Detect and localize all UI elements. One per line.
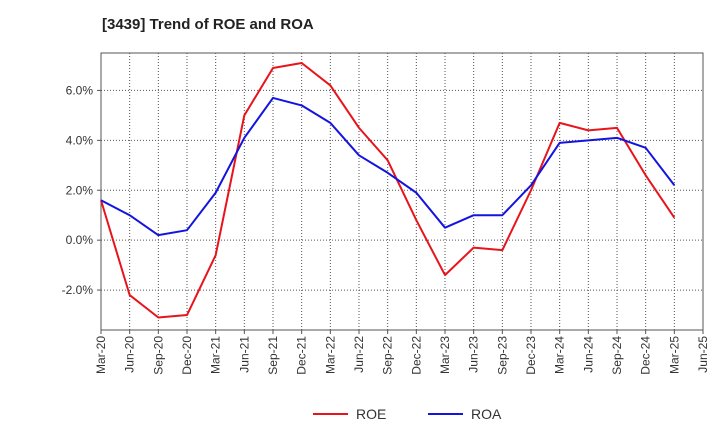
x-tick-label: Jun-22 <box>352 336 366 373</box>
x-tick-label: Jun-23 <box>467 336 481 373</box>
legend-label-roa: ROA <box>471 406 502 422</box>
x-tick-label: Jun-20 <box>123 336 137 373</box>
y-tick-label: 6.0% <box>66 83 94 97</box>
chart-title: [3439] Trend of ROE and ROA <box>102 16 314 33</box>
legend-label-roe: ROE <box>356 406 386 422</box>
x-tick-label: Sep-21 <box>266 336 280 375</box>
x-tick-label: Mar-25 <box>667 336 681 374</box>
x-tick-label: Dec-21 <box>295 336 309 375</box>
plot-frame <box>100 52 704 331</box>
x-tick-label: Mar-23 <box>438 336 452 374</box>
x-tick-label: Jun-25 <box>696 336 710 373</box>
x-tick-label: Jun-24 <box>581 336 595 373</box>
x-tick-label: Mar-21 <box>209 336 223 374</box>
x-tick-label: Dec-20 <box>180 336 194 375</box>
y-tick-label: 4.0% <box>66 133 94 147</box>
x-tick-label: Mar-24 <box>553 336 567 374</box>
x-tick-label: Sep-24 <box>610 336 624 375</box>
y-tick-label: 0.0% <box>66 233 94 247</box>
x-tick-label: Mar-22 <box>323 336 337 374</box>
x-tick-label: Jun-21 <box>237 336 251 373</box>
x-tick-label: Dec-24 <box>639 336 653 375</box>
x-tick-label: Dec-23 <box>524 336 538 375</box>
y-tick-label: -2.0% <box>62 283 94 297</box>
x-tick-label: Sep-20 <box>151 336 165 375</box>
x-tick-label: Dec-22 <box>409 336 423 375</box>
y-tick-label: 2.0% <box>66 183 94 197</box>
series-lines <box>100 61 676 319</box>
x-tick-label: Sep-23 <box>495 336 509 375</box>
x-axis-ticks: Mar-20 Jun-20 Sep-20 Dec-20 Mar-21 Jun-21 Sep-… <box>94 330 710 375</box>
x-tick-label: Mar-20 <box>94 336 108 374</box>
x-tick-label: Sep-22 <box>381 336 395 375</box>
series-line-roa <box>100 96 676 237</box>
legend: ROE ROA <box>313 406 502 422</box>
y-axis-ticks: 6.0% 4.0% 2.0% 0.0% -2.0% <box>62 83 101 297</box>
